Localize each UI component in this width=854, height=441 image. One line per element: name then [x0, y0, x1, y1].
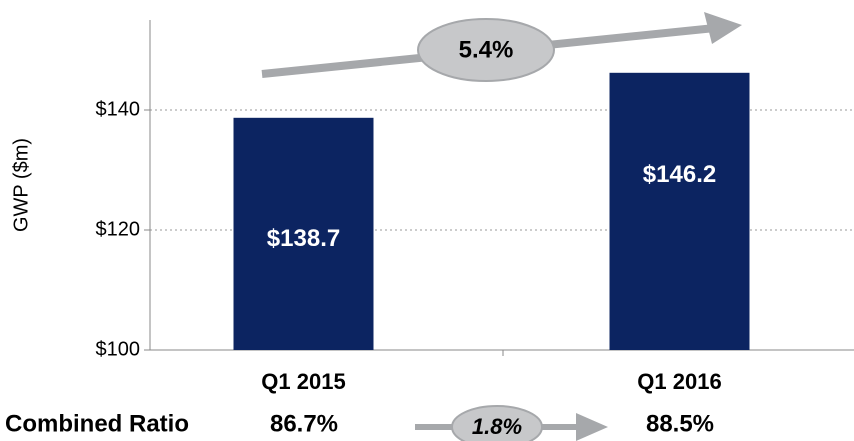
- y-tick-label: $120: [96, 218, 141, 240]
- x-tick-label: Q1 2016: [637, 369, 721, 394]
- ratio-value: 86.7%: [270, 410, 338, 437]
- ratio-change: 1.8%: [472, 414, 522, 439]
- ratio-value: 88.5%: [646, 410, 714, 437]
- bar: [233, 117, 374, 350]
- y-tick-label: $140: [96, 98, 141, 120]
- value-label: $138.7: [267, 225, 340, 252]
- ratio-label: Combined Ratio: [5, 410, 189, 437]
- x-tick-label: Q1 2015: [261, 369, 345, 394]
- y-axis-label: GWP ($m): [10, 138, 32, 232]
- bar: [609, 72, 750, 351]
- growth-arrow: [261, 12, 742, 82]
- value-label: $146.2: [643, 161, 716, 188]
- growth-label: 5.4%: [459, 36, 514, 63]
- ratio-arrow: [415, 405, 608, 441]
- y-tick-label: $100: [96, 338, 141, 360]
